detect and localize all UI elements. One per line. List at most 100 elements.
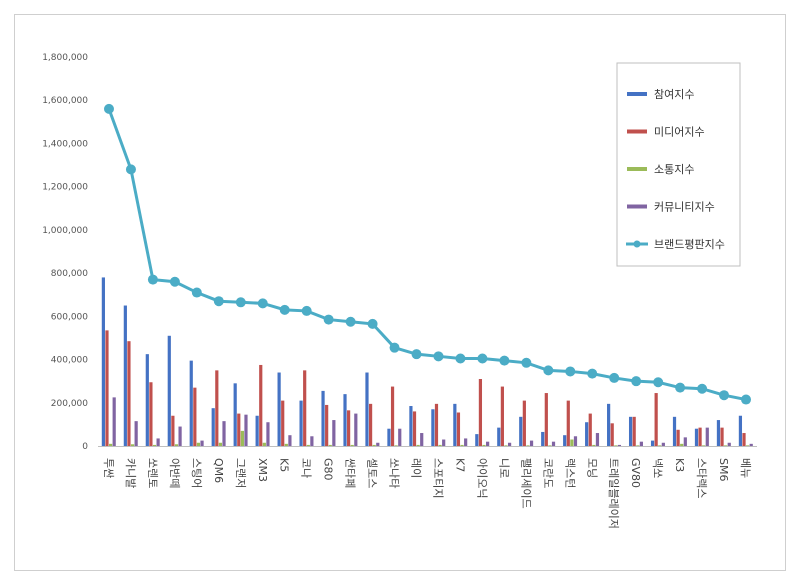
- bar: [676, 429, 680, 446]
- y-tick-label: 1,000,000: [42, 226, 88, 236]
- bar: [196, 442, 201, 446]
- brand-index-point: [345, 316, 356, 327]
- bar: [563, 435, 567, 446]
- bar: [548, 445, 552, 446]
- bar: [749, 443, 753, 446]
- category-label: 렉스턴: [563, 458, 576, 488]
- category-label: GV80: [629, 458, 642, 488]
- bar: [372, 444, 376, 446]
- legend-box: [616, 62, 741, 267]
- category-label: SM6: [717, 458, 730, 481]
- bar: [595, 433, 600, 446]
- category-labels: 투싼 카니발 쏘렌토 아반떼 스팅어 QM6 그랜저 XM3 K5 코나 G80 싼타페 셀토스 쏘나타 레…: [102, 458, 752, 529]
- category-label: G80: [322, 458, 335, 481]
- category-label: 베뉴: [739, 458, 752, 478]
- bar: [585, 422, 589, 446]
- brand-index-point: [213, 296, 224, 307]
- bar: [544, 393, 548, 446]
- bar: [529, 440, 534, 446]
- category-label: 스팅어: [190, 458, 203, 488]
- category-label: 니로: [497, 458, 510, 478]
- category-label: 셀토스: [366, 458, 379, 488]
- bar: [350, 444, 354, 446]
- brand-index-point: [125, 164, 136, 175]
- bar: [108, 443, 113, 446]
- category-label: 넥쏘: [651, 458, 664, 478]
- bar: [394, 445, 398, 446]
- category-label: QM6: [212, 458, 225, 483]
- bar: [654, 393, 658, 446]
- bar: [211, 408, 215, 446]
- bar: [460, 444, 464, 446]
- brand-index-point: [455, 353, 466, 364]
- bar: [398, 428, 402, 446]
- y-tick-label: 0: [82, 442, 88, 452]
- category-label: 아이오닉: [475, 458, 488, 498]
- category-label: 그랜저: [234, 458, 247, 488]
- category-label: 코란도: [541, 458, 554, 488]
- brand-index-point: [587, 368, 598, 379]
- brand-index-point: [543, 365, 554, 376]
- bar: [738, 415, 743, 446]
- category-label: 싼타페: [344, 458, 357, 488]
- brand-index-point: [235, 297, 246, 308]
- y-tick-label: 1,600,000: [42, 96, 88, 106]
- bar: [171, 415, 175, 446]
- legend-label: 미디어지수: [654, 126, 705, 139]
- bar: [200, 440, 204, 446]
- category-label: 스포티지: [431, 458, 444, 498]
- bar: [178, 426, 182, 446]
- bar: [390, 386, 395, 446]
- bar: [500, 386, 504, 446]
- brand-index-point: [257, 298, 268, 309]
- bar: [464, 438, 468, 446]
- bar: [453, 403, 457, 446]
- category-label: K5: [278, 458, 291, 472]
- bar: [607, 403, 611, 446]
- category-label: 팰리세이드: [519, 458, 532, 509]
- category-label: 쏘나타: [388, 458, 401, 488]
- bar: [431, 409, 435, 446]
- legend-label: 참여지수: [654, 88, 694, 101]
- legend-label: 소통지수: [654, 163, 694, 176]
- bar: [284, 443, 288, 446]
- bar: [588, 413, 592, 446]
- bar: [438, 444, 442, 446]
- bar: [368, 403, 373, 446]
- brand-index-point: [367, 318, 378, 329]
- bar: [486, 441, 490, 446]
- y-tick-label: 200,000: [51, 399, 88, 409]
- y-tick-label: 800,000: [51, 269, 88, 279]
- legend-line-marker: [633, 240, 641, 248]
- bar: [702, 445, 706, 446]
- bar: [259, 364, 263, 446]
- bar: [156, 438, 160, 446]
- bar: [541, 431, 545, 446]
- bar: [325, 404, 329, 446]
- bar: [112, 397, 116, 446]
- bar: [482, 444, 486, 446]
- bar: [262, 442, 266, 446]
- brand-index-point: [719, 390, 730, 401]
- bar: [442, 439, 446, 446]
- legend-swatch: [627, 167, 647, 171]
- bar: [174, 444, 179, 446]
- bar: [189, 360, 193, 446]
- bar: [639, 441, 643, 446]
- bar: [288, 435, 292, 446]
- bar: [409, 406, 413, 446]
- bar: [281, 400, 285, 446]
- legend-label: 브랜드평판지수: [654, 238, 725, 251]
- bar: [610, 423, 614, 446]
- category-label: K3: [673, 458, 686, 472]
- bar: [497, 427, 501, 446]
- bar: [105, 330, 109, 446]
- brand-index-point: [741, 394, 752, 405]
- bar: [152, 444, 157, 446]
- legend-swatch: [627, 129, 647, 134]
- bar: [123, 305, 127, 446]
- bar: [343, 394, 347, 446]
- brand-index-point: [147, 274, 158, 285]
- brand-index-point: [103, 103, 114, 114]
- legend-swatch: [627, 92, 647, 96]
